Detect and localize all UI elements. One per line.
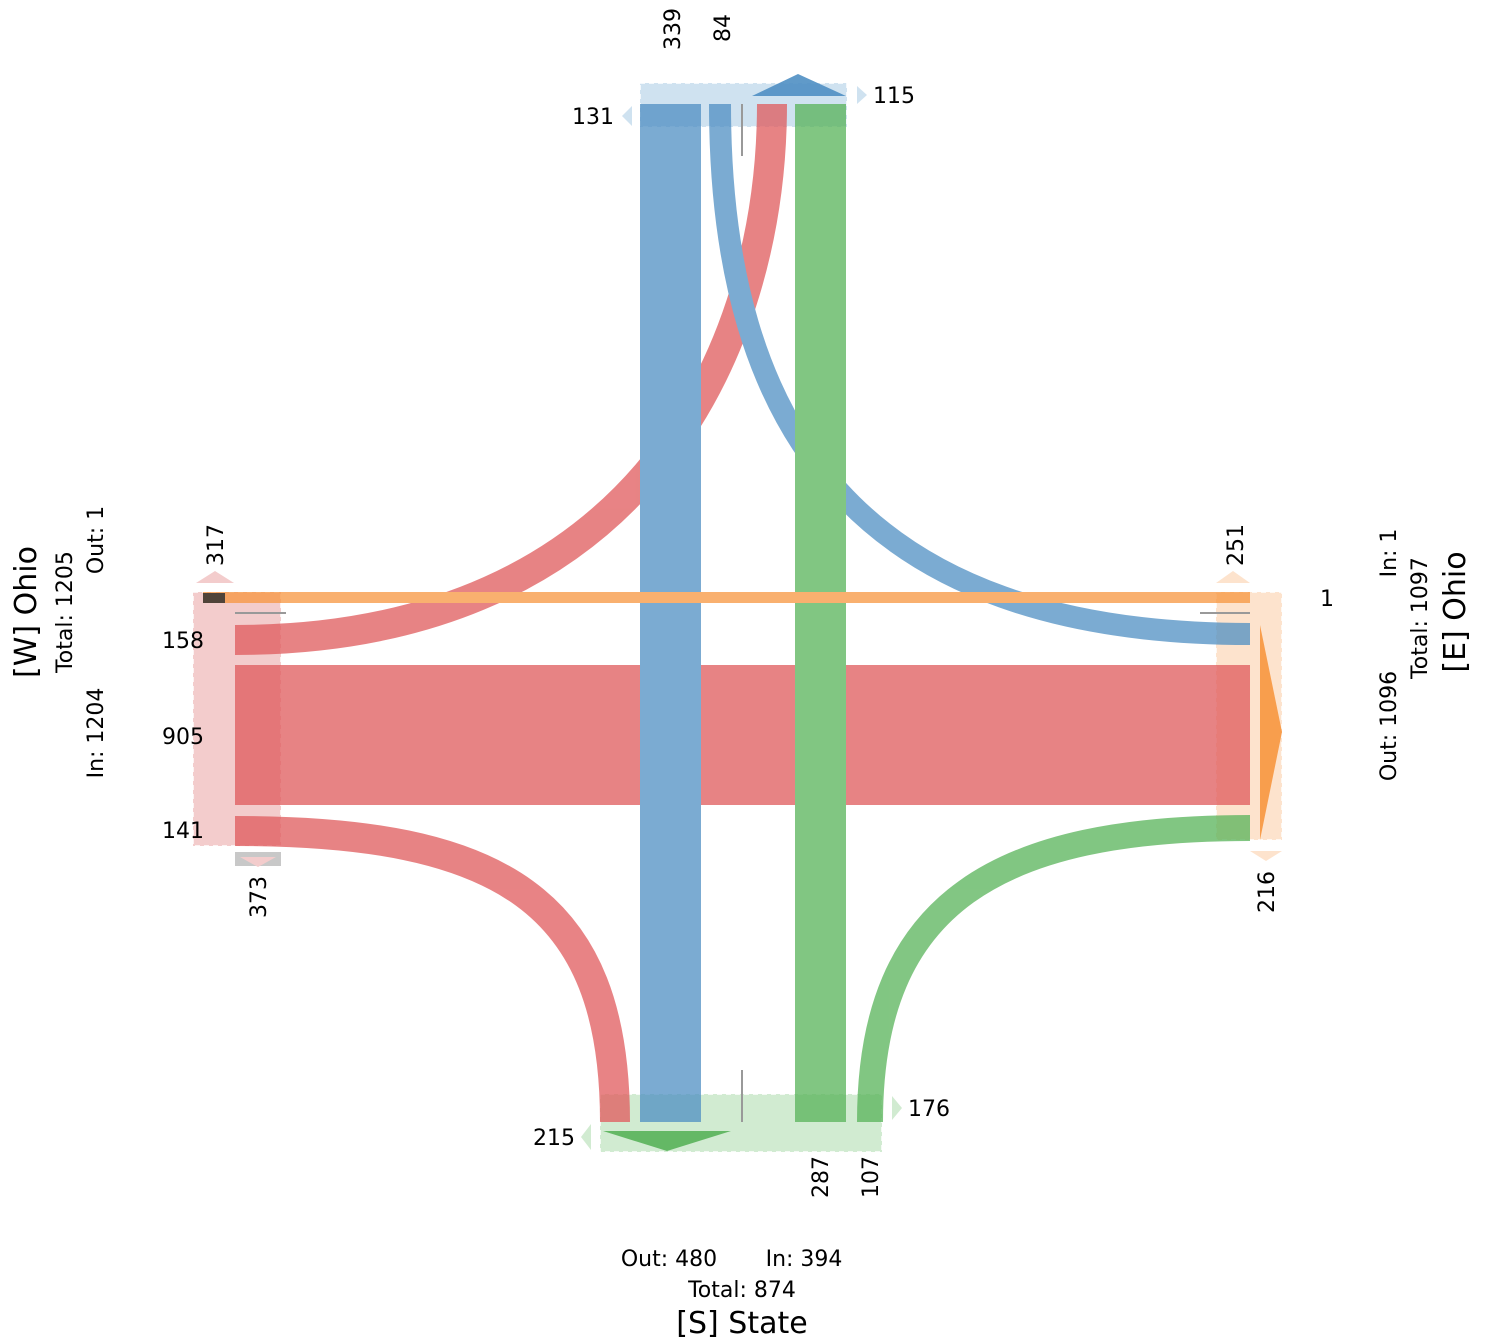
north-approach-a-label: 339 (661, 8, 686, 50)
south-right-exit-label: 176 (908, 1097, 950, 1122)
west-top-label: 317 (204, 524, 229, 566)
east-exit-arrow (1260, 625, 1282, 840)
west-labels: 317 373 158 905 141 (162, 524, 272, 918)
east-top-label: 251 (1224, 524, 1249, 566)
west-movement-b-label: 905 (162, 725, 204, 750)
east-approach-in: In: 1 (1377, 529, 1402, 578)
east-movement-label: 1 (1320, 587, 1334, 612)
movement-bands (203, 103, 1251, 1123)
west-orange-end-marker (203, 593, 225, 603)
west-summary: [W] Ohio Total: 1205 Out: 1 In: 1204 (9, 506, 109, 779)
west-bottom-chevron (240, 857, 276, 867)
west-approach-title: [W] Ohio (9, 546, 44, 678)
south-summary: Out: 480 In: 394 Total: 874 [S] State (621, 1247, 843, 1341)
east-approach-title: [E] Ohio (1438, 551, 1473, 672)
east-bottom-label: 216 (1255, 871, 1280, 913)
south-left-exit-label: 215 (533, 1126, 575, 1151)
west-movement-a-label: 158 (162, 629, 204, 654)
north-labels: 339 84 131 115 (572, 8, 915, 130)
west-movement-c-label: 141 (162, 819, 204, 844)
west-bottom-label: 373 (247, 876, 272, 918)
east-bottom-chevron (1250, 851, 1282, 861)
south-approach-out: Out: 480 (621, 1247, 717, 1272)
movement-band-s-to-e (857, 815, 1251, 1123)
north-exit-arrow (752, 74, 846, 96)
west-approach-out: Out: 1 (84, 506, 109, 574)
movement-band-w-to-e (235, 665, 1250, 805)
west-approach-total: Total: 1205 (53, 551, 78, 674)
west-top-chevron (196, 571, 234, 583)
south-movement-a-label: 287 (809, 1156, 834, 1198)
east-labels: 251 216 1 (1224, 524, 1334, 913)
east-top-chevron (1216, 571, 1250, 583)
movement-band-s-to-n (795, 104, 846, 1122)
south-left-chevron (581, 1124, 591, 1150)
south-labels: 215 176 287 107 (533, 1097, 950, 1198)
south-movement-b-label: 107 (859, 1156, 884, 1198)
south-approach-title: [S] State (676, 1306, 807, 1341)
south-exit-arrow (603, 1131, 731, 1151)
south-approach-total: Total: 874 (687, 1278, 796, 1303)
south-right-chevron (892, 1096, 902, 1120)
movement-band-w-to-s (234, 816, 630, 1123)
west-approach-in: In: 1204 (84, 688, 109, 779)
north-left-chevron (622, 106, 632, 126)
movement-band-e-to-w (203, 592, 1250, 603)
movement-band-n-to-s (640, 104, 701, 1122)
north-right-exit-label: 115 (873, 84, 915, 109)
markers (196, 74, 1282, 1151)
north-approach-b-label: 84 (711, 14, 736, 42)
east-approach-out: Out: 1096 (1377, 671, 1402, 781)
south-approach-in: In: 394 (766, 1247, 843, 1272)
east-summary: [E] Ohio Total: 1097 In: 1 Out: 1096 (1377, 529, 1473, 782)
east-approach-total: Total: 1097 (1408, 557, 1433, 680)
north-left-exit-label: 131 (572, 105, 614, 130)
north-right-chevron (857, 86, 867, 104)
